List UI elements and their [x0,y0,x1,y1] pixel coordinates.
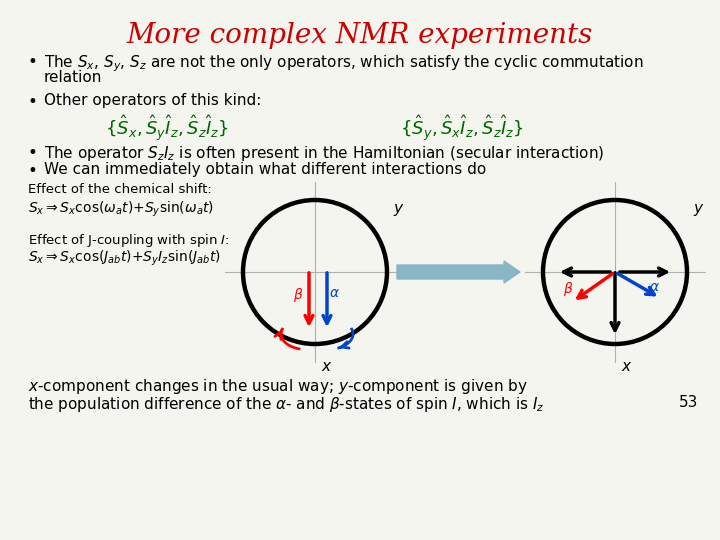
Text: $x$: $x$ [321,360,333,374]
Text: $\beta$: $\beta$ [563,280,573,298]
Text: $x$: $x$ [621,360,633,374]
Text: Effect of J-coupling with spin $I$:: Effect of J-coupling with spin $I$: [28,232,230,249]
Text: the population difference of the $\alpha$- and $\beta$-states of spin $I$, which: the population difference of the $\alpha… [28,395,544,414]
Text: Effect of the chemical shift:: Effect of the chemical shift: [28,183,212,196]
Text: •: • [28,144,38,162]
Text: The $S_x$, $S_y$, $S_z$ are not the only operators, which satisfy the cyclic com: The $S_x$, $S_y$, $S_z$ are not the only… [44,53,644,73]
Text: Other operators of this kind:: Other operators of this kind: [44,93,261,108]
Text: relation: relation [44,70,102,85]
Text: More complex NMR experiments: More complex NMR experiments [127,22,593,49]
Text: $y$: $y$ [693,202,705,218]
Text: •: • [28,93,38,111]
Text: The operator $S_zI_z$ is often present in the Hamiltonian (secular interaction): The operator $S_zI_z$ is often present i… [44,144,605,163]
Text: $\{\hat{S}_y, \hat{S}_x\hat{I}_z, \hat{S}_z\hat{I}_z\}$: $\{\hat{S}_y, \hat{S}_x\hat{I}_z, \hat{S… [400,113,524,143]
Text: We can immediately obtain what different interactions do: We can immediately obtain what different… [44,162,486,177]
Text: $S_x \Rightarrow S_x\cos(\omega_a t){+}S_y\sin(\omega_a t)$: $S_x \Rightarrow S_x\cos(\omega_a t){+}S… [28,200,214,219]
Text: 53: 53 [679,395,698,410]
Text: $x$-component changes in the usual way; $y$-component is given by: $x$-component changes in the usual way; … [28,377,528,396]
Text: $\alpha$: $\alpha$ [329,286,340,300]
Text: $S_x \Rightarrow S_x\cos(J_{ab}t){+}S_yI_z\sin(J_{ab}t)$: $S_x \Rightarrow S_x\cos(J_{ab}t){+}S_yI… [28,249,221,268]
Text: •: • [28,53,38,71]
Text: $\beta$: $\beta$ [293,286,303,304]
Text: •: • [28,162,38,180]
Text: $\{\hat{S}_x, \hat{S}_y\hat{I}_z, \hat{S}_z\hat{I}_z\}$: $\{\hat{S}_x, \hat{S}_y\hat{I}_z, \hat{S… [105,113,229,143]
Text: $\alpha$: $\alpha$ [649,280,660,294]
Text: $y$: $y$ [393,202,405,218]
FancyArrow shape [397,261,520,283]
